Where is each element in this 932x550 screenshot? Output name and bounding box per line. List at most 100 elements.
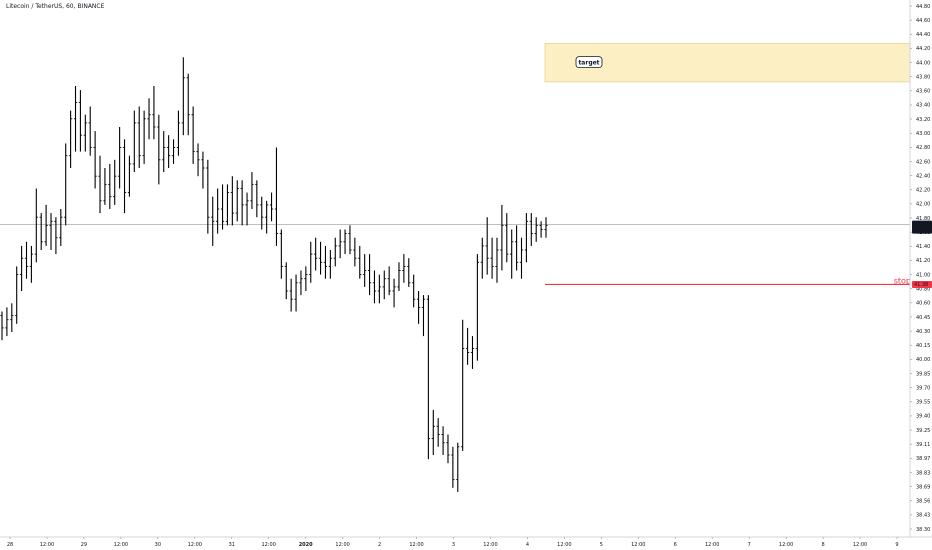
ohlc-bar [480,237,484,279]
ohlc-bar [265,200,269,234]
ohlc-bar [0,311,4,341]
ohlc-bar [240,180,244,226]
x-tick-label: 12:00 [779,542,793,548]
countdown-label: 28:28 [914,228,928,234]
ohlc-bar [171,139,176,164]
ohlc-bar [309,241,313,283]
y-tick-label: 44.20 [916,46,930,52]
ohlc-bar [485,217,489,275]
ohlc-bar [118,127,122,189]
ohlc-bar [382,270,386,300]
x-axis[interactable]: 28 12:00 29 12:00 30 12:00 31 12:00 2020 12:00 2 12… [0,536,932,548]
ohlc-bar [367,254,372,296]
ohlc-bar [235,180,239,222]
ohlc-bar [64,143,68,226]
x-tick-label: 29 [81,542,87,548]
last-price-tag: 42.11 28:28 [912,220,932,234]
y-tick-label: 39.85 [916,371,930,377]
ohlc-bar [137,106,141,168]
ohlc-bar [289,278,293,312]
x-tick-label: 5 [600,542,603,548]
y-tick-label: 38.30 [916,527,930,533]
ohlc-bar [157,114,161,185]
ohlc-bar [103,168,107,205]
x-tick-label: 6 [674,542,677,548]
y-tick-label: 42.60 [916,159,930,165]
ohlc-bar [348,225,352,255]
ohlc-bar [318,241,323,275]
ohlc-bar [431,409,435,455]
ohlc-bar [181,57,185,136]
target-zone[interactable]: target [544,43,911,83]
ohlc-bar [441,426,445,455]
x-tick-label: 12:00 [631,542,645,548]
ohlc-bar [220,184,225,230]
ohlc-bar [196,143,200,177]
x-tick-label: 2 [378,542,381,548]
ohlc-bar [534,217,538,242]
ohlc-bar [544,217,548,238]
ohlc-bar [495,237,499,283]
y-tick-label: 43.40 [916,103,930,109]
y-tick-label: 42.20 [916,188,930,194]
y-tick-label: 39.70 [916,385,930,391]
ohlc-bar [122,139,127,214]
ohlc-bar [255,180,259,218]
ohlc-bar [353,237,357,267]
y-axis[interactable]: 44.80 44.60 44.40 44.20 44.00 43.80 43.60 43.40… [909,0,930,537]
y-tick-label: 43.00 [916,131,930,137]
ohlc-bar [314,237,318,271]
ohlc-bar [69,110,73,168]
ohlc-bar [10,303,14,332]
y-tick-label: 39.11 [916,442,930,448]
ohlc-bar [260,196,264,230]
y-tick-label: 40.30 [916,329,930,335]
ohlc-bar [412,274,416,308]
x-tick-label: 8 [821,542,824,548]
ohlc-bar [387,266,391,296]
target-zone-rect[interactable] [544,43,911,83]
ohlc-bar [78,90,83,152]
ohlc-bar [299,270,303,296]
target-label-box [575,56,603,69]
ohlc-bar [539,221,543,238]
ohlc-bar [446,434,450,464]
y-tick-label: 44.60 [916,18,930,24]
ohlc-bar [372,270,377,304]
y-tick-label: 43.80 [916,74,930,80]
y-tick-label: 42.00 [916,202,930,208]
ohlc-bar [54,217,58,255]
ohlc-bar [88,106,92,156]
ohlc-bar [225,184,230,226]
y-tick-label: 40.15 [916,343,930,349]
y-tick-label: 40.60 [916,301,930,307]
y-tick-label: 43.60 [916,89,930,95]
ohlc-bar [15,266,19,324]
ohlc-bar [392,278,396,308]
ohlc-bar [323,245,328,279]
y-tick-label: 43.20 [916,117,930,123]
ohlc-bar [363,254,367,287]
ohlc-bar [505,213,509,263]
x-tick-label: 30 [155,542,161,548]
ohlc-bar [176,110,181,156]
x-tick-label: 12:00 [705,542,719,548]
ohlc-bar [421,295,426,337]
x-tick-label: 31 [229,542,235,548]
ohlc-bar [167,135,171,168]
ohlc-bar [186,73,190,136]
y-tick-label: 41.20 [916,258,930,264]
ohlc-bar [338,229,342,259]
ohlc-bar [108,163,112,209]
ohlc-bar [524,213,528,263]
ohlc-bar [461,319,465,451]
x-tick-label: 12:00 [40,542,54,548]
y-tick-label: 44.00 [916,60,930,66]
ohlc-bar [284,262,288,300]
ohlc-bar [127,155,132,197]
x-tick-label: 12:00 [409,542,423,548]
ohlc-bar [294,274,298,312]
ohlc-bar [358,245,362,279]
ohlc-bar [113,159,117,205]
